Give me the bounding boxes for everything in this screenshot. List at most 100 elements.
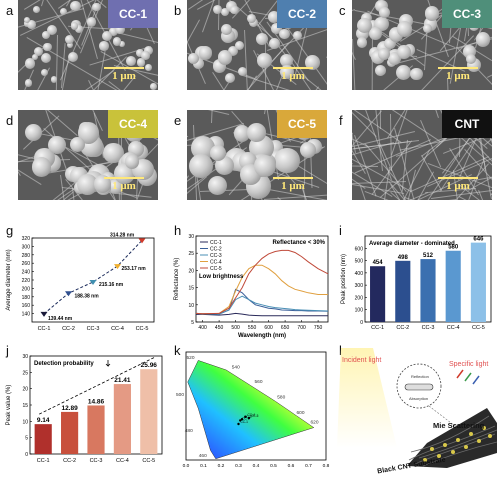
chromaticity-point-label: CC-5 [251,414,259,418]
nanosphere [189,153,214,178]
nanotube-fiber [187,110,230,116]
plot-frame [31,237,155,323]
scale-bar-line [104,67,144,69]
bar-value-label: 21.41 [114,377,131,384]
wavelength-label: 560 [255,379,263,385]
data-point-marker [40,311,48,317]
bar-value-label: 580 [448,245,459,251]
panel-letter-l: l [339,343,342,358]
nanosphere [27,20,37,29]
nanosphere [356,37,368,49]
y-tick-label: 280 [22,253,31,259]
sem-image-cnt: CNT 1 μm [352,110,492,200]
nanosphere [397,44,412,59]
data-point-marker [89,280,97,286]
x-tick-label: 0.3 [235,463,242,469]
sem-image-cc3: CC-3 1 μm [352,0,492,90]
nanotube-fiber [352,9,356,30]
panel-letter-b: b [174,3,182,18]
nanosphere [24,123,42,141]
y-tick-label: 260 [22,261,31,267]
nanosphere [247,13,257,23]
x-tick-label: CC-3 [90,458,103,464]
chart-reflectance-spectra: 5 10 15 20 25 30 400 450 500 550 600 650 700 750 Wavel… [174,234,329,339]
chart-title: Detection probability [34,361,94,367]
nanosphere [395,64,411,80]
nanosphere [43,42,53,52]
bar-value-label: 454 [373,260,384,266]
y-axis-label: Reflectance (%) [174,258,180,301]
chart-peak-position: 0 100 200 300 400 500 600 Peak position (nm) Ave… [341,235,492,331]
x-tick-label: CC-3 [87,326,100,332]
bar-cc-3 [420,259,436,322]
x-tick-label: 0.0 [183,463,190,469]
x-axis-label: Wavelength (nm) [238,333,286,339]
sample-label-tag: CC-2 [277,0,327,28]
nanosphere [69,136,86,152]
nanosphere [227,46,239,57]
nanosphere [188,53,200,65]
y-axis-label: Peak position (nm) [341,254,347,304]
legend-label: CC-3 [210,253,222,259]
nanosphere [377,47,390,61]
nanosphere [293,31,303,41]
specific-light-rays [456,369,480,385]
nanosphere [217,50,233,65]
scale-bar-line [104,177,144,179]
nanosphere [135,49,144,58]
nanosphere [234,40,244,50]
nanosphere [423,24,433,34]
data-point-label: 215.16 nm [99,282,124,288]
y-tick-label: 400 [355,271,364,277]
nanosphere [253,155,276,178]
data-point-marker [65,291,72,297]
y-axis-label: Peak value (%) [6,385,12,426]
wavelength-label: 540 [232,364,240,370]
legend-label: CC-2 [210,247,222,253]
y-tick-label: 200 [22,286,31,292]
bar-value-label: 25.96 [141,362,158,369]
bar-value-label: 512 [423,253,434,259]
nanotube-fiber [211,110,215,123]
y-axis-label: Average diameter (nm) [6,249,12,310]
nanosphere [224,72,235,83]
x-tick-label: CC-4 [447,325,460,331]
y-tick-label: 30 [22,354,28,360]
x-tick-label: CC-2 [63,458,76,464]
scale-bar-line [273,177,313,179]
absorption-label: Absorption [409,396,428,401]
nanosphere [209,144,227,162]
nanosphere [198,46,213,61]
panel-letter-h: h [174,223,182,238]
nanosphere [214,156,234,176]
scale-bar: 1 μm [438,67,478,82]
data-point-label: 253.17 nm [122,266,147,272]
bar-cc-1 [34,424,52,454]
x-tick-label: 450 [215,325,224,331]
wavelength-label: 620 [311,420,319,426]
sample-label-tag: CC-1 [108,0,158,28]
nanosphere [64,34,75,44]
nanosphere [114,24,125,35]
y-tick-label: 180 [22,295,31,301]
panel-letter-e: e [174,113,182,128]
bar-value-label: 14.86 [88,398,105,405]
x-tick-label: CC-2 [62,326,75,332]
y-tick-label: 15 [188,286,194,292]
nanosphere [465,53,477,65]
x-tick-label: CC-1 [37,458,50,464]
nanotube-fiber [263,110,275,115]
plot-frame [195,235,329,323]
nanosphere [271,23,282,34]
legend-label: CC-5 [210,266,222,272]
nanosphere [70,0,81,11]
nanosphere [31,157,51,177]
y-tick-label: 300 [22,244,31,250]
nanosphere [112,37,122,46]
legend-label: CC-4 [210,260,222,266]
nanotube-fiber [243,30,249,90]
sem-image-cc5: CC-5 1 μm [187,110,327,200]
y-tick-label: 30 [188,234,194,240]
chromaticity-point [239,419,242,422]
bar-cc-2 [61,411,79,454]
